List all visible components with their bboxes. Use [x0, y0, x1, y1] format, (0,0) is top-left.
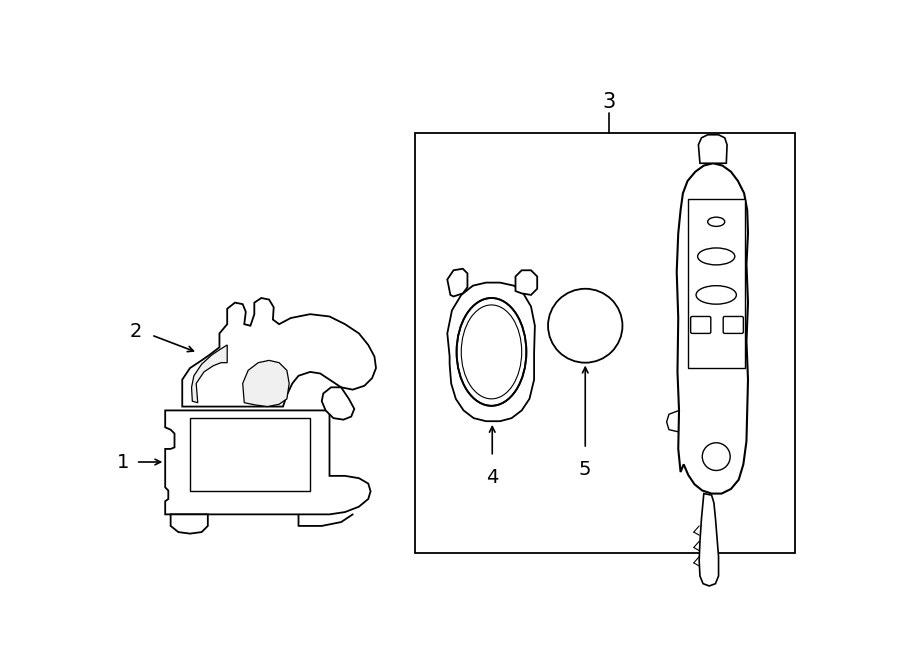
Text: 5: 5	[579, 461, 591, 479]
Bar	[415, 134, 795, 553]
Ellipse shape	[696, 286, 736, 304]
Polygon shape	[192, 345, 227, 403]
Text: 4: 4	[486, 468, 499, 487]
Polygon shape	[171, 514, 208, 533]
Circle shape	[548, 289, 623, 363]
Polygon shape	[166, 410, 371, 514]
Polygon shape	[447, 269, 467, 297]
Ellipse shape	[698, 248, 734, 265]
Polygon shape	[182, 298, 376, 407]
Polygon shape	[699, 494, 718, 586]
Text: 2: 2	[130, 323, 142, 341]
Ellipse shape	[707, 217, 724, 226]
FancyBboxPatch shape	[690, 317, 711, 333]
Ellipse shape	[456, 298, 526, 406]
Text: 1: 1	[117, 453, 130, 471]
Ellipse shape	[461, 305, 522, 399]
Polygon shape	[698, 135, 727, 163]
Bar	[190, 418, 310, 491]
FancyBboxPatch shape	[724, 317, 743, 333]
Polygon shape	[322, 387, 355, 420]
Bar	[688, 199, 745, 368]
Text: 3: 3	[602, 92, 615, 112]
Circle shape	[702, 443, 730, 471]
Polygon shape	[447, 283, 535, 421]
Polygon shape	[516, 270, 537, 295]
Polygon shape	[243, 360, 289, 407]
Polygon shape	[677, 163, 748, 494]
